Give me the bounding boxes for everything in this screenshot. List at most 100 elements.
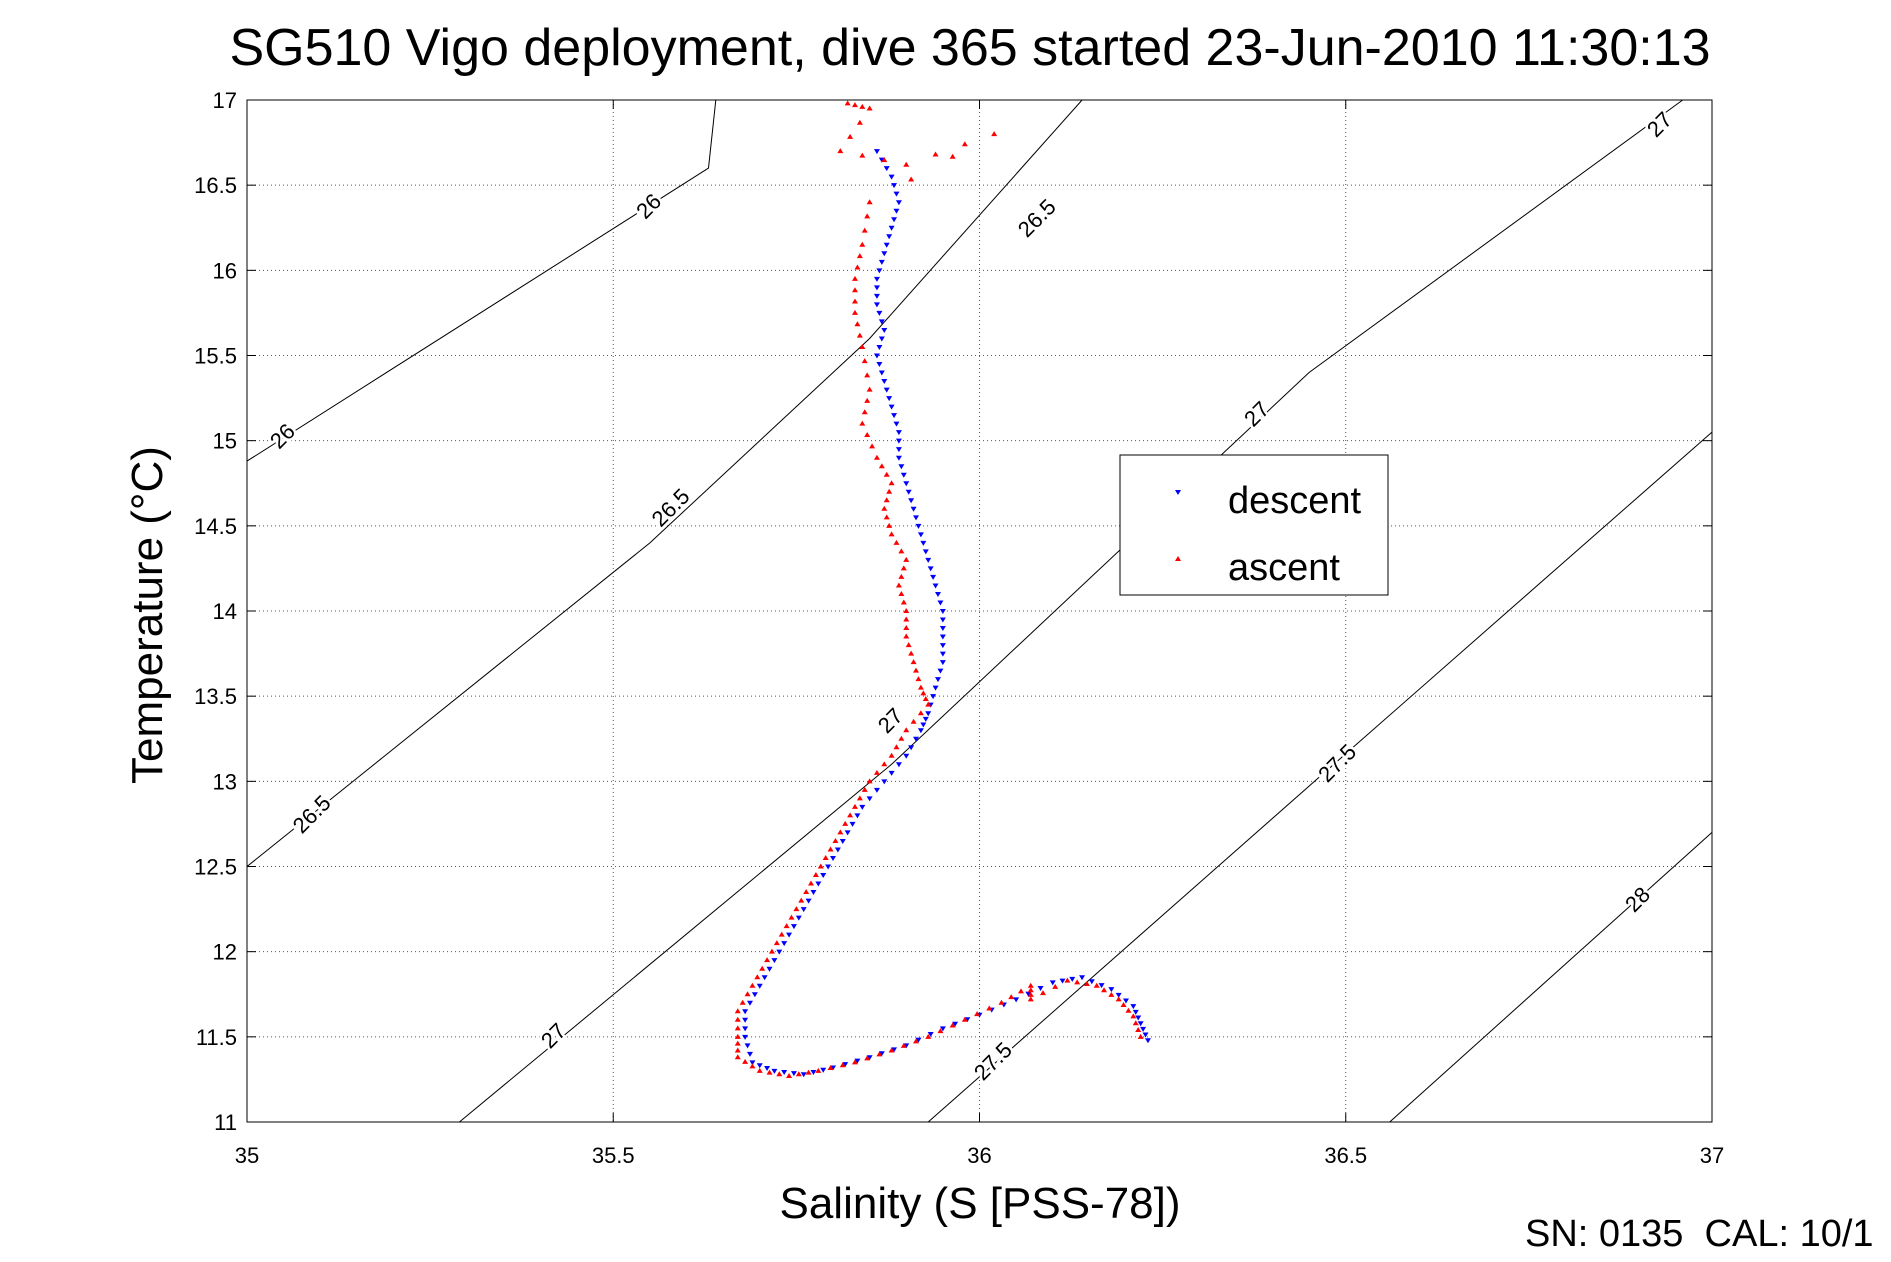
- ascent-point: [822, 854, 829, 860]
- ascent-point: [759, 965, 766, 971]
- descent-point: [895, 200, 902, 206]
- descent-point: [842, 1062, 849, 1068]
- descent-point: [790, 1071, 797, 1077]
- descent-point: [937, 600, 944, 606]
- ascent-point: [861, 358, 868, 364]
- descent-point: [1037, 986, 1044, 992]
- descent-point: [927, 1031, 934, 1037]
- descent-point: [771, 1068, 778, 1074]
- chart-title: SG510 Vigo deployment, dive 365 started …: [229, 19, 1710, 77]
- descent-point: [878, 336, 885, 342]
- y-tick-label: 17: [213, 88, 237, 113]
- descent-point: [876, 268, 883, 274]
- descent-point: [873, 276, 880, 282]
- density-contour-line: [246, 99, 1083, 867]
- ascent-point: [817, 863, 824, 869]
- descent-point: [1130, 1004, 1137, 1010]
- axis-ticks: 35 35.5 36 36.5 37 11 11.5 12 12.5 13 13.5 14 14.5 15…: [194, 88, 1724, 1168]
- ascent-point: [878, 463, 885, 469]
- descent-point: [886, 234, 893, 240]
- ascent-point: [856, 332, 863, 338]
- descent-point: [1049, 980, 1056, 986]
- descent-point: [742, 1034, 749, 1040]
- ascent-point: [881, 505, 888, 511]
- y-tick-label: 14: [213, 599, 237, 624]
- descent-point: [742, 1009, 749, 1015]
- density-contour-line: [459, 99, 1683, 1123]
- descent-series: [742, 149, 1151, 1078]
- ascent-point: [851, 298, 858, 304]
- density-contour-line: [927, 431, 1713, 1123]
- y-tick-label: 14.5: [194, 514, 237, 539]
- descent-point: [903, 481, 910, 487]
- ascent-point: [1008, 994, 1015, 1000]
- ascent-point: [742, 1058, 749, 1064]
- ascent-point: [898, 548, 905, 554]
- descent-point: [1079, 975, 1086, 981]
- ascent-point: [859, 152, 866, 158]
- ascent-point: [851, 309, 858, 315]
- descent-point: [939, 609, 946, 614]
- descent-point: [895, 447, 902, 453]
- ascent-point: [910, 718, 917, 724]
- descent-point: [746, 1051, 753, 1057]
- ascent-point: [856, 253, 863, 259]
- descent-point: [873, 353, 880, 359]
- ascent-point: [908, 176, 915, 182]
- descent-point: [820, 1067, 827, 1073]
- ascent-point: [859, 420, 866, 426]
- ascent-point: [1039, 990, 1046, 996]
- ascent-point: [1093, 982, 1100, 988]
- density-contour-line: [246, 99, 717, 462]
- ascent-point: [905, 642, 912, 648]
- ascent-point: [827, 1065, 834, 1071]
- ascent-point: [913, 1038, 920, 1044]
- descent-point: [910, 506, 917, 512]
- descent-point: [915, 1037, 922, 1043]
- descent-point: [844, 830, 851, 836]
- descent-point: [888, 225, 895, 231]
- ascent-point: [864, 431, 871, 437]
- ascent-point: [883, 497, 890, 503]
- descent-point: [878, 1051, 885, 1057]
- ascent-point: [783, 923, 790, 929]
- ascent-point: [1125, 1007, 1132, 1013]
- descent-point: [859, 804, 866, 810]
- descent-point: [781, 941, 788, 947]
- descent-point: [751, 992, 758, 998]
- descent-point: [922, 549, 929, 555]
- descent-point: [854, 1058, 861, 1064]
- descent-point: [939, 643, 946, 649]
- ascent-point: [893, 539, 900, 545]
- y-tick-label: 15: [213, 429, 237, 454]
- density-contour-line: [1389, 832, 1713, 1123]
- ascent-point: [837, 148, 844, 154]
- ascent-point: [1064, 977, 1071, 983]
- descent-point: [746, 1000, 753, 1006]
- descent-point: [810, 1070, 817, 1076]
- descent-point: [886, 396, 893, 402]
- descent-point: [873, 285, 880, 291]
- descent-point: [866, 1055, 873, 1061]
- ascent-point: [888, 1047, 895, 1053]
- descent-point: [939, 617, 946, 623]
- descent-point: [742, 1017, 749, 1023]
- ascent-point: [861, 786, 868, 792]
- ascent-point: [900, 1042, 907, 1048]
- ascent-point: [903, 727, 910, 733]
- descent-point: [913, 736, 920, 742]
- ascent-point: [861, 409, 868, 415]
- y-tick-label: 13.5: [194, 684, 237, 709]
- descent-point: [883, 166, 890, 172]
- descent-point: [810, 890, 817, 896]
- ascent-point: [886, 488, 893, 494]
- descent-point: [866, 796, 873, 802]
- descent-point: [908, 498, 915, 504]
- x-tick-label: 36: [967, 1143, 991, 1168]
- descent-point: [891, 1047, 898, 1053]
- ascent-point: [937, 1028, 944, 1034]
- ascent-point: [932, 151, 939, 157]
- ascent-point: [1108, 991, 1115, 997]
